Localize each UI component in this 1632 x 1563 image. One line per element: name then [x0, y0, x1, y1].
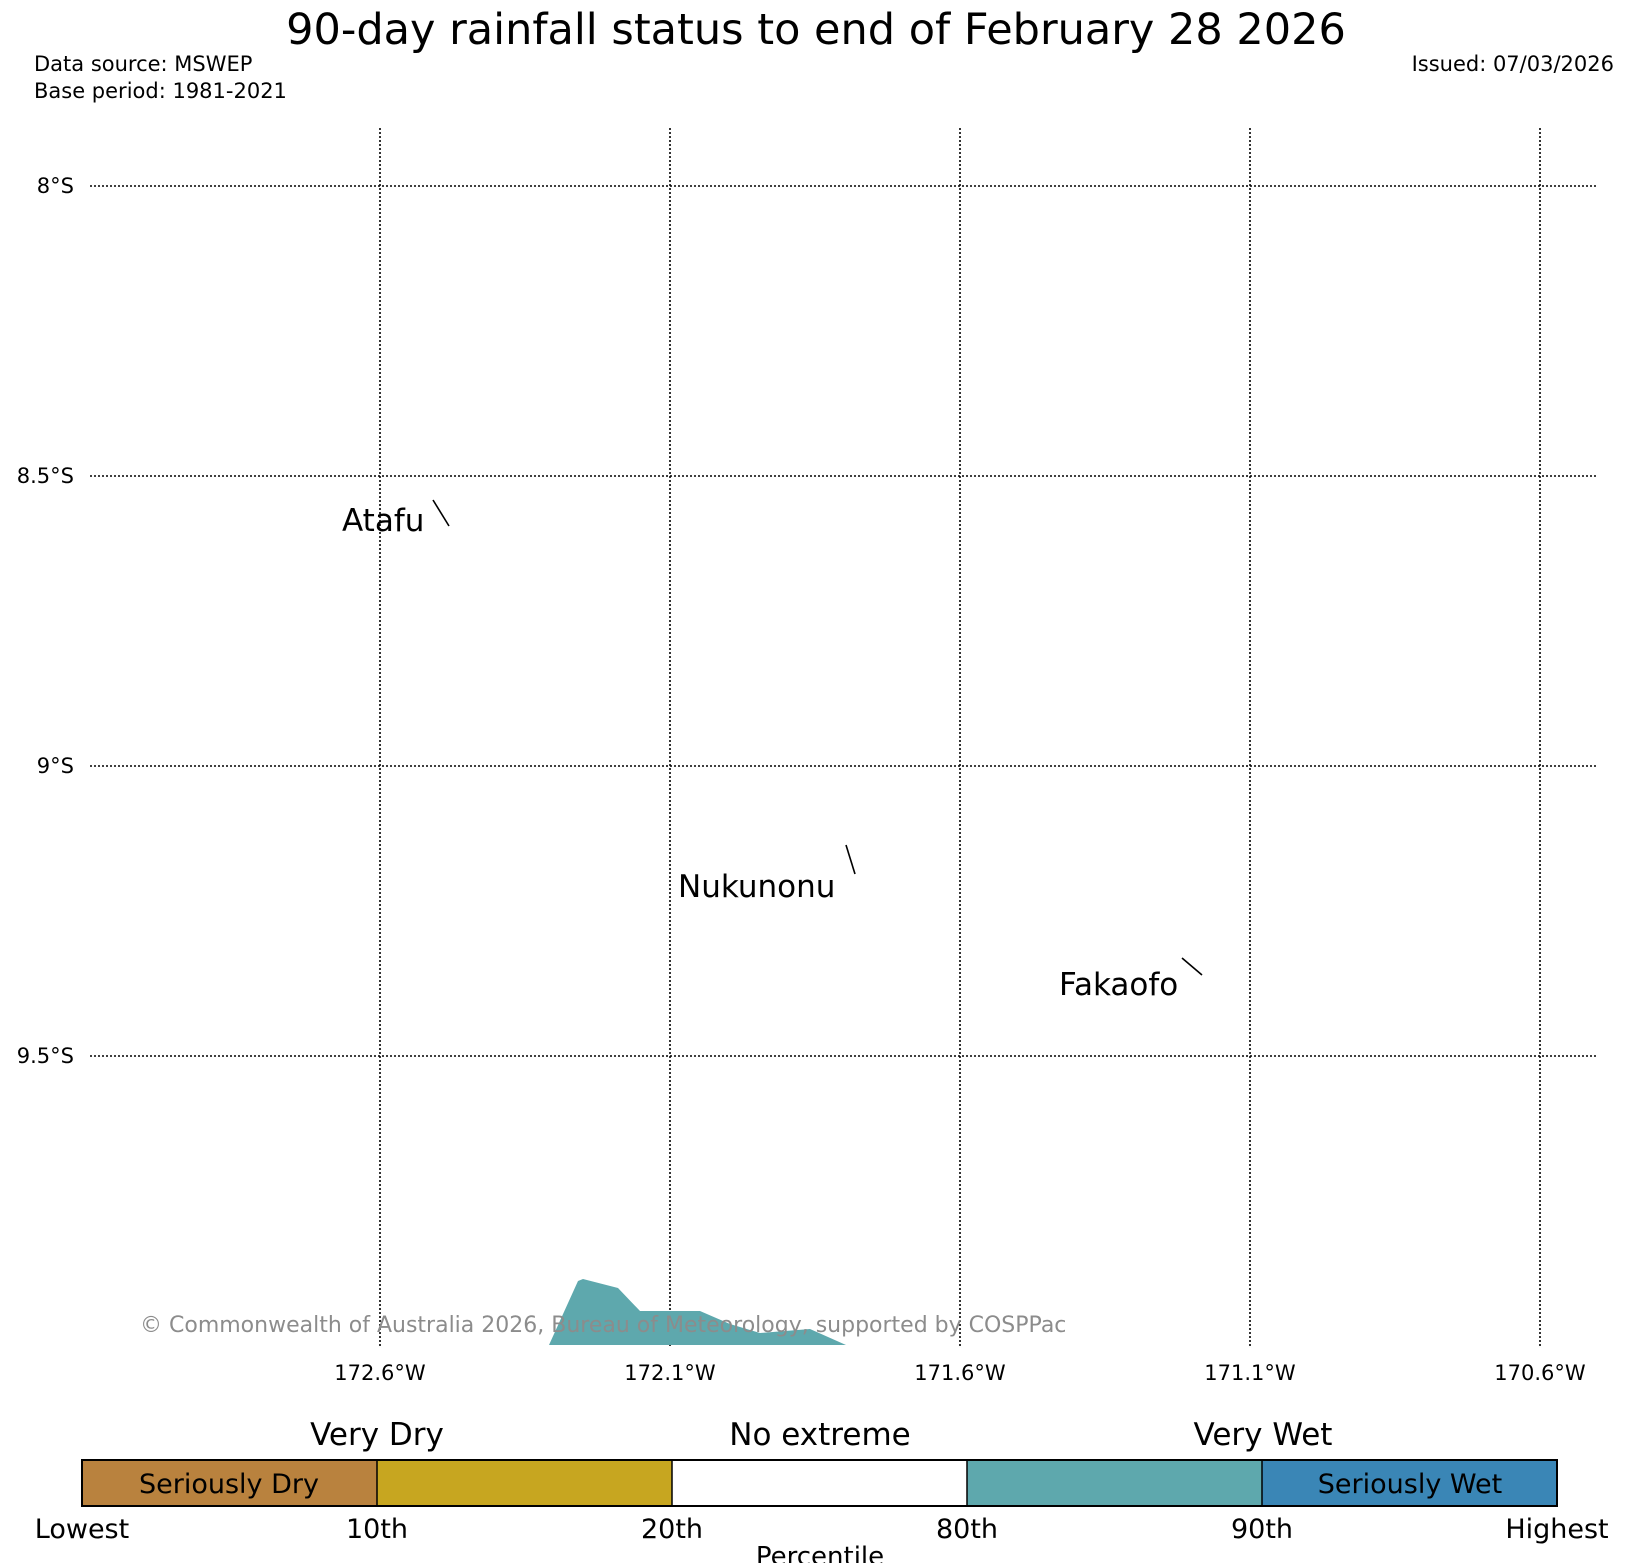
lat-label-8-5s: 8.5°S	[17, 464, 74, 488]
legend-tick-10th: 10th	[346, 1514, 408, 1545]
legend-segment-very-wet	[967, 1460, 1262, 1506]
base-period-label: Base period: 1981-2021	[34, 79, 287, 103]
legend-tick-20th: 20th	[641, 1514, 703, 1545]
legend-tick-90th: 90th	[1231, 1514, 1293, 1545]
legend-segment-no-extreme	[672, 1460, 967, 1506]
legend-group-very-wet: Very Wet	[1194, 1417, 1333, 1453]
very-wet-area	[549, 1279, 846, 1345]
lon-label-171-1w: 171.1°W	[1204, 1361, 1296, 1385]
legend-label-seriously-wet: Seriously Wet	[1318, 1469, 1502, 1500]
map-title: 90-day rainfall status to end of Februar…	[286, 5, 1346, 55]
legend-segment-very-dry	[377, 1460, 672, 1506]
lon-label-171-6w: 171.6°W	[914, 1361, 1006, 1385]
nukunonu-atoll-outline	[845, 844, 856, 875]
atafu-atoll-outline	[432, 499, 450, 527]
data-source-label: Data source: MSWEP	[34, 52, 253, 76]
lat-label-9s: 9°S	[37, 754, 74, 778]
place-label-nukunonu: Nukunonu	[678, 869, 835, 905]
fakaofo-atoll-outline	[1181, 957, 1203, 976]
place-label-atafu: Atafu	[342, 503, 424, 539]
legend-axis-label: Percentile	[756, 1542, 884, 1563]
lon-label-172-6w: 172.6°W	[334, 1361, 426, 1385]
lat-label-9-5s: 9.5°S	[17, 1044, 74, 1068]
place-label-fakaofo: Fakaofo	[1059, 967, 1178, 1003]
legend-label-seriously-dry: Seriously Dry	[139, 1469, 319, 1500]
legend-group-very-dry: Very Dry	[310, 1417, 444, 1453]
lon-label-172-1w: 172.1°W	[624, 1361, 716, 1385]
legend-tick-highest: Highest	[1505, 1514, 1608, 1545]
lat-label-8s: 8°S	[37, 174, 74, 198]
legend-tick-80th: 80th	[936, 1514, 998, 1545]
lon-label-170-6w: 170.6°W	[1494, 1361, 1586, 1385]
legend-group-no-extreme: No extreme	[729, 1417, 910, 1453]
legend-segment-seriously-wet	[1262, 1460, 1557, 1506]
copyright-notice: © Commonwealth of Australia 2026, Bureau…	[140, 1313, 1066, 1338]
legend-segment-seriously-dry	[82, 1460, 377, 1506]
legend-tick-lowest: Lowest	[35, 1514, 129, 1545]
issued-date-label: Issued: 07/03/2026	[1411, 52, 1614, 76]
legend-colorbar: Seriously Dry Seriously Wet	[81, 1459, 1558, 1507]
